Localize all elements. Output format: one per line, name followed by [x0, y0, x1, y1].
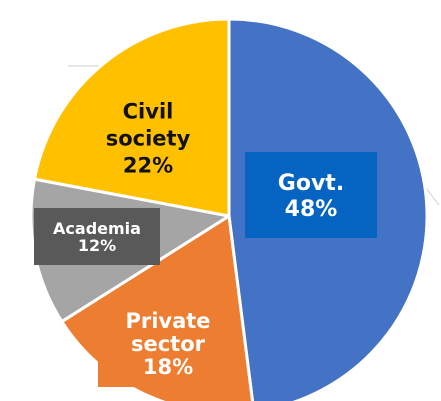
slice-label-line-0-0: Govt.	[278, 171, 344, 196]
slice-label-0: Govt.48%	[245, 152, 377, 238]
slice-label-box-2	[34, 208, 160, 265]
slice-label-line-1-0: Private	[125, 309, 210, 333]
pie-labels: Govt.48%Privatesector18%Academia12%Civil…	[34, 100, 377, 387]
slice-label-line-2-0: Academia	[53, 219, 141, 238]
slice-label-line-2-1: 12%	[78, 236, 116, 255]
slice-label-box-0	[245, 152, 377, 238]
slice-label-line-3-2: 22%	[123, 154, 173, 178]
slice-label-line-1-1: sector	[131, 332, 206, 356]
slice-label-line-3-0: Civil	[123, 100, 174, 124]
slice-label-line-0-1: 48%	[285, 197, 338, 222]
slice-label-box-1	[98, 300, 238, 387]
pie-slice-3	[33, 17, 231, 218]
decor-line-right	[425, 187, 440, 206]
slice-label-line-3-1: society	[106, 127, 191, 151]
chart-decorations	[68, 65, 440, 206]
slice-label-3: Civil society 22%	[106, 100, 191, 178]
slice-label-line-1-2: 18%	[143, 355, 193, 379]
